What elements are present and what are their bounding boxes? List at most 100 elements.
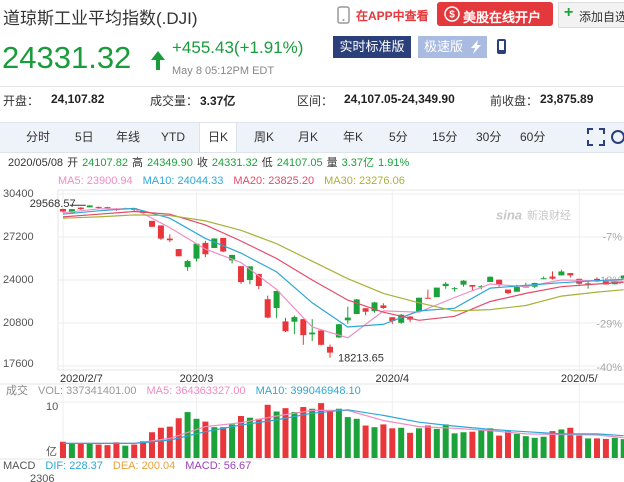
watermark: 新浪财经: [527, 208, 571, 222]
app-link[interactable]: 在APP中查看: [356, 9, 429, 23]
volume-bar: [602, 438, 609, 458]
tab-selected[interactable]: 日K: [199, 122, 238, 152]
tab[interactable]: 周K: [254, 130, 275, 144]
y-tick-label: 20800: [3, 317, 34, 329]
volume-unit: 亿: [46, 445, 57, 458]
volume-bar: [353, 418, 360, 458]
stat-value: 23,875.89: [540, 92, 594, 106]
volume-bar: [576, 435, 583, 458]
candle-body: [433, 287, 440, 298]
info-item: 收: [197, 155, 208, 169]
fast-label: 极速版: [424, 39, 464, 54]
volume-bar: [567, 427, 574, 458]
fast-button[interactable]: 极速版: [418, 36, 487, 58]
volume-bar: [460, 432, 467, 458]
tab[interactable]: 年K: [343, 130, 364, 144]
volume-bar: [282, 408, 289, 458]
volume-bar: [398, 427, 405, 458]
candle-body: [220, 237, 227, 252]
volume-bar: [86, 442, 93, 458]
stat-value: 24,107.05-24,349.90: [344, 92, 455, 106]
stat-label: 成交量：: [150, 94, 199, 108]
candle-body: [229, 254, 236, 261]
volume-bar: [202, 421, 209, 458]
tab[interactable]: 60分: [520, 130, 546, 144]
candle-body: [335, 324, 342, 338]
info-item: 3.37亿: [342, 156, 374, 169]
fullscreen-icon[interactable]: [587, 128, 605, 146]
volume-bar: [496, 435, 503, 458]
tab[interactable]: 年线: [116, 130, 141, 144]
volume-bar: [238, 416, 244, 458]
volume-bar: [60, 441, 66, 458]
candle-body: [371, 302, 378, 312]
settings-icon[interactable]: [610, 128, 624, 146]
volume-bar: [104, 445, 111, 458]
volume-bar: [255, 418, 262, 458]
tab-bar: 分时 5日 年线 YTD 日K 周K 月K 年K 5分 15分 30分 60分: [0, 122, 624, 153]
title: 道琼斯工业平均指数(.DJI): [3, 9, 198, 28]
info-item: 24107.05: [277, 157, 323, 169]
standard-button[interactable]: 实时标准版: [333, 36, 411, 58]
ma-line: [62, 210, 624, 321]
volume-bar: [424, 425, 431, 458]
price: 24331.32: [2, 40, 132, 75]
tab[interactable]: 15分: [432, 130, 458, 144]
volume-bar: [549, 431, 556, 458]
phone-icon[interactable]: [496, 38, 508, 56]
y-tick-label: 30400: [3, 188, 34, 200]
volume-bar: [291, 412, 298, 458]
tab[interactable]: 分时: [26, 130, 51, 144]
low-annotation: 18213.65: [338, 353, 384, 365]
tab[interactable]: 月K: [298, 130, 319, 144]
candle-body: [478, 286, 485, 288]
volume-ma-line: [63, 409, 624, 444]
candle-body: [362, 308, 369, 312]
volume-bar: [433, 428, 440, 458]
watermark-brand: sina: [496, 207, 522, 222]
tab[interactable]: 5分: [389, 130, 408, 144]
volume-bar: [113, 442, 120, 458]
stat-value: 3.37亿: [200, 94, 236, 108]
divider: [0, 86, 624, 87]
candle-body: [238, 266, 244, 283]
volume-bar: [540, 436, 547, 458]
x-tick-label: 2020/2/7: [60, 373, 103, 385]
stat-label: 开盘：: [3, 94, 40, 108]
tab[interactable]: 30分: [476, 130, 502, 144]
candle-body: [460, 280, 467, 285]
volume-bar: [122, 445, 129, 458]
macd-axis-label: 2306: [30, 473, 54, 482]
volume-bar: [585, 438, 592, 458]
volume-bar: [229, 424, 236, 458]
volume-bar: [77, 443, 84, 458]
dollar-icon: $: [444, 6, 460, 22]
volume-bar: [140, 441, 147, 458]
y2-tick-label: -29%: [596, 318, 622, 330]
candle-body: [505, 289, 511, 294]
candle-body: [104, 207, 111, 209]
candle-body: [264, 299, 271, 318]
add-watch-button[interactable]: + 添加自选: [558, 2, 624, 28]
tab[interactable]: 5日: [75, 130, 94, 144]
info-item: 24349.90: [147, 157, 193, 169]
candle-body: [327, 346, 333, 353]
candle-body: [416, 297, 422, 312]
volume-bar: [264, 404, 271, 458]
volume-bar: [469, 431, 476, 458]
volume-bar: [505, 431, 511, 458]
volume-bar: [558, 429, 565, 458]
volume-bar: [300, 407, 307, 458]
volume-bar: [344, 417, 351, 458]
up-arrow: [151, 51, 165, 70]
volume-bar: [487, 428, 494, 458]
ma-legend: MA5: 23900.94: [58, 175, 133, 187]
volume-bar: [371, 427, 378, 458]
info-item: 24331.32: [212, 157, 258, 169]
x-tick-label: 2020/5/: [561, 373, 599, 385]
volume-bar: [416, 428, 422, 458]
info-item: 2020/05/08: [8, 157, 63, 169]
candle-body: [558, 271, 565, 276]
tab[interactable]: YTD: [161, 130, 185, 144]
open-account-button[interactable]: $ 美股在线开户: [437, 2, 553, 26]
